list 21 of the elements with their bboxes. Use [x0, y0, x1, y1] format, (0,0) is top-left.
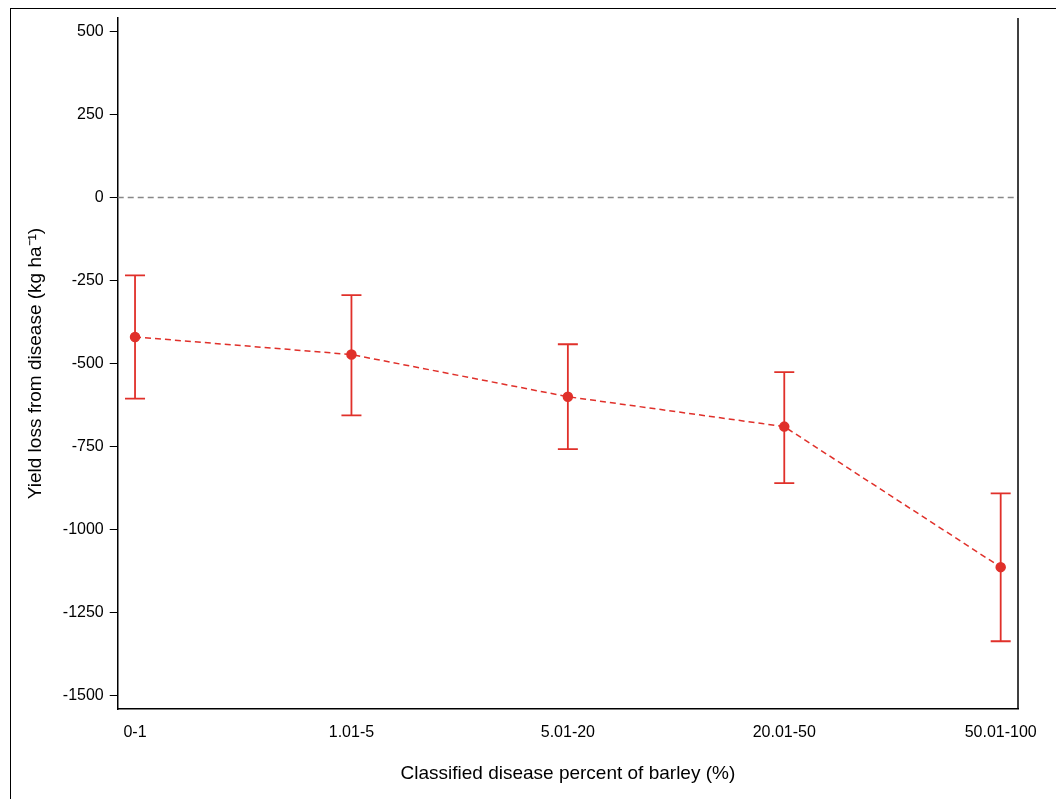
y-tick-label: -1000: [62, 520, 104, 538]
y-axis-title: Yield loss from disease (kg ha⁻¹): [23, 227, 45, 500]
y-tick-label: 0: [94, 187, 104, 205]
point: [346, 349, 357, 360]
x-tick-label: 20.01-50: [752, 723, 816, 741]
x-tick-label: 1.01-5: [328, 723, 375, 741]
y-tick-label: -750: [71, 436, 104, 454]
y-tick-label: -1500: [62, 686, 104, 704]
y-tick-label: -500: [71, 353, 104, 371]
y-tick-label: -250: [71, 270, 104, 288]
point: [995, 561, 1006, 573]
x-tick-label: 50.01-100: [964, 723, 1037, 741]
y-tick-label: 500: [77, 21, 104, 39]
point: [779, 421, 790, 432]
y-tick-label: -1250: [62, 603, 104, 621]
x-axis-title: Classified disease percent of barley (%): [400, 761, 736, 783]
point: [129, 331, 141, 343]
y-tick-label: 250: [77, 104, 104, 122]
x-tick-label: 5.01-20: [540, 723, 596, 741]
x-tick-label: 0-1: [123, 723, 147, 741]
point: [562, 391, 574, 402]
